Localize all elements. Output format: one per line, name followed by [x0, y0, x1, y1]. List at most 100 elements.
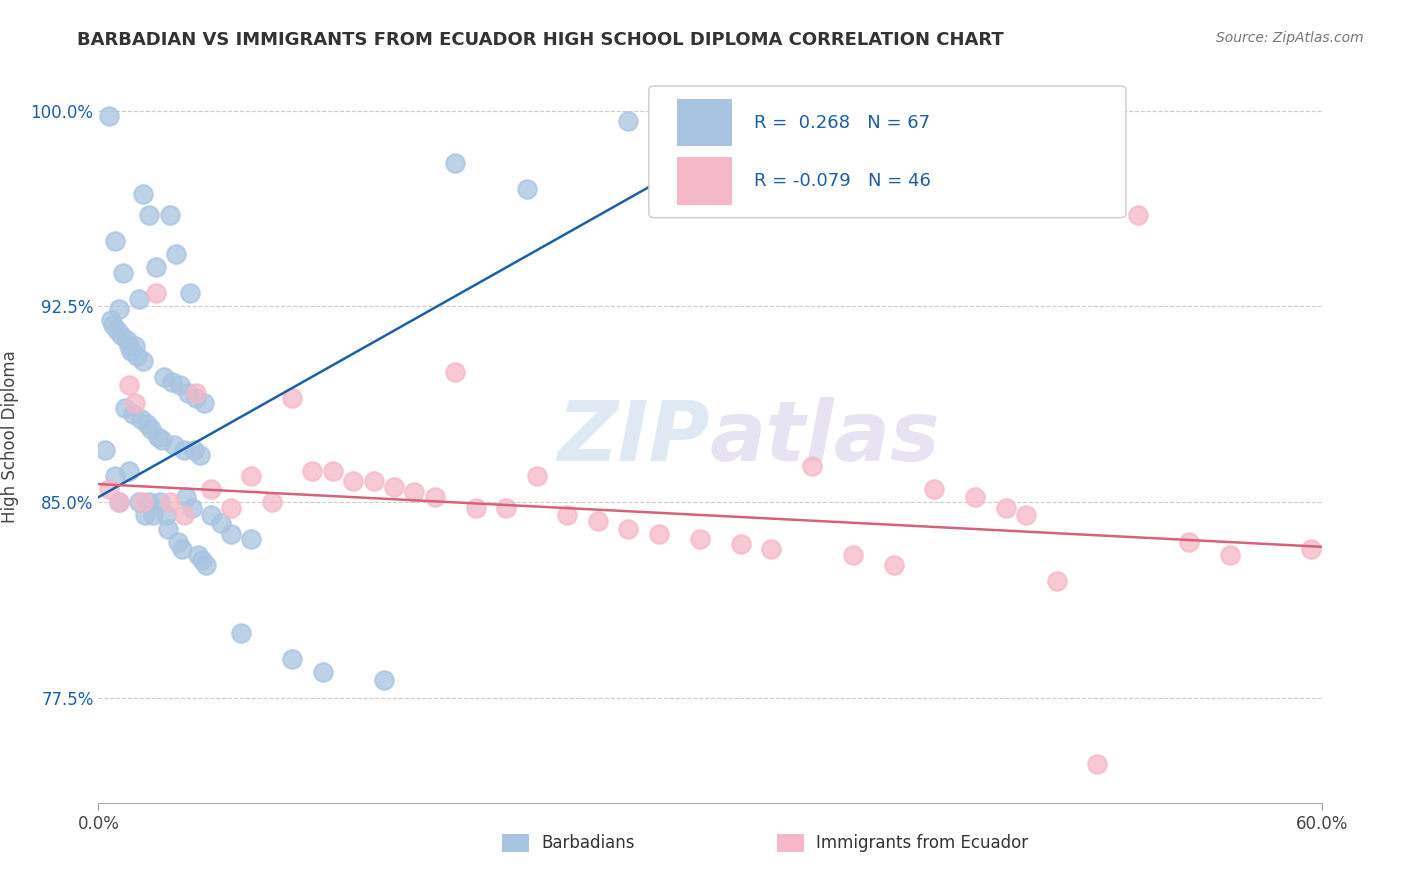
- Point: [761, 542, 783, 557]
- Point: [165, 247, 187, 261]
- Text: BARBADIAN VS IMMIGRANTS FROM ECUADOR HIGH SCHOOL DIPLOMA CORRELATION CHART: BARBADIAN VS IMMIGRANTS FROM ECUADOR HIG…: [77, 31, 1004, 49]
- Y-axis label: High School Diploma: High School Diploma: [1, 351, 20, 524]
- Point: [108, 301, 131, 317]
- FancyBboxPatch shape: [502, 833, 529, 852]
- Point: [1015, 508, 1038, 523]
- Point: [118, 339, 141, 353]
- Text: Immigrants from Ecuador: Immigrants from Ecuador: [817, 834, 1029, 852]
- Point: [187, 548, 209, 562]
- Point: [617, 522, 640, 536]
- Point: [1219, 548, 1241, 562]
- Point: [111, 266, 134, 280]
- Point: [648, 526, 671, 541]
- Point: [124, 339, 146, 353]
- Point: [145, 286, 167, 301]
- Point: [444, 365, 467, 379]
- Point: [118, 377, 141, 392]
- Point: [516, 182, 538, 196]
- Point: [163, 438, 186, 452]
- Point: [134, 508, 156, 523]
- Point: [555, 508, 579, 523]
- Point: [124, 396, 146, 410]
- Point: [167, 534, 190, 549]
- FancyBboxPatch shape: [678, 99, 733, 146]
- Text: Barbadians: Barbadians: [541, 834, 634, 852]
- Point: [179, 286, 201, 301]
- FancyBboxPatch shape: [648, 86, 1126, 218]
- Point: [174, 490, 197, 504]
- Point: [464, 500, 486, 515]
- Point: [689, 532, 711, 546]
- Point: [495, 500, 517, 515]
- Point: [159, 495, 181, 509]
- Point: [965, 490, 987, 504]
- Point: [617, 114, 640, 128]
- Point: [104, 469, 127, 483]
- Point: [404, 485, 426, 500]
- Text: Source: ZipAtlas.com: Source: ZipAtlas.com: [1216, 31, 1364, 45]
- Point: [145, 260, 167, 275]
- Point: [231, 626, 253, 640]
- Point: [444, 155, 467, 169]
- Point: [260, 495, 283, 509]
- Point: [122, 407, 145, 421]
- Point: [173, 508, 195, 523]
- Point: [97, 483, 120, 497]
- Point: [181, 500, 204, 515]
- Point: [1085, 756, 1108, 771]
- Point: [169, 377, 191, 392]
- Point: [129, 411, 152, 425]
- Text: ZIP: ZIP: [557, 397, 710, 477]
- Point: [149, 495, 172, 509]
- Point: [108, 495, 131, 509]
- Point: [373, 673, 395, 687]
- Point: [191, 553, 214, 567]
- Point: [219, 500, 242, 515]
- Point: [1128, 208, 1150, 222]
- Point: [200, 483, 222, 497]
- Point: [93, 443, 115, 458]
- Point: [193, 396, 215, 410]
- Point: [922, 483, 945, 497]
- Point: [150, 433, 173, 447]
- Point: [128, 292, 150, 306]
- Point: [142, 508, 165, 523]
- Point: [322, 464, 344, 478]
- Point: [186, 385, 208, 400]
- Point: [801, 458, 824, 473]
- Text: R = -0.079   N = 46: R = -0.079 N = 46: [754, 172, 931, 190]
- Point: [141, 422, 163, 436]
- Point: [1045, 574, 1069, 588]
- Point: [186, 391, 208, 405]
- Point: [240, 469, 263, 483]
- Point: [177, 385, 200, 400]
- Point: [100, 312, 122, 326]
- Point: [170, 542, 193, 557]
- FancyBboxPatch shape: [678, 157, 733, 205]
- Point: [195, 558, 218, 573]
- Point: [209, 516, 232, 531]
- Point: [363, 475, 385, 489]
- Point: [97, 109, 120, 123]
- Point: [110, 328, 132, 343]
- Point: [146, 430, 169, 444]
- Point: [994, 500, 1017, 515]
- Point: [155, 508, 177, 523]
- Point: [301, 464, 323, 478]
- Point: [200, 508, 222, 523]
- Point: [883, 558, 905, 573]
- Point: [730, 537, 752, 551]
- Point: [382, 480, 405, 494]
- Point: [108, 495, 131, 509]
- Text: atlas: atlas: [710, 397, 941, 477]
- Point: [120, 343, 142, 358]
- Point: [152, 370, 174, 384]
- Point: [219, 526, 242, 541]
- Point: [101, 318, 124, 332]
- Point: [526, 469, 548, 483]
- Point: [128, 495, 150, 509]
- Point: [138, 208, 160, 222]
- Point: [281, 652, 304, 666]
- Point: [159, 208, 181, 222]
- Point: [114, 401, 136, 416]
